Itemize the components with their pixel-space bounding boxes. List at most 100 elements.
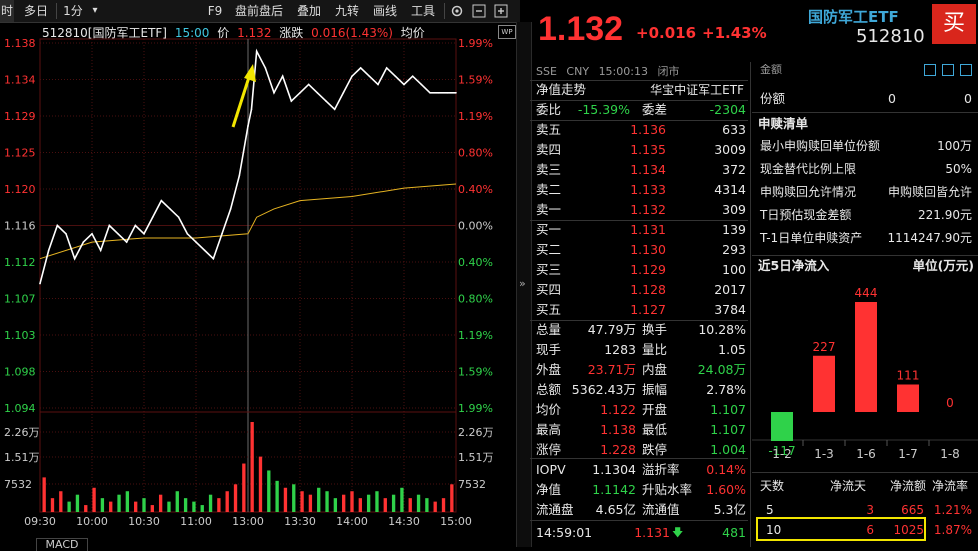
price-point	[351, 75, 353, 77]
inflow-value-label: 227	[813, 340, 836, 354]
stat-value: 5362.43万	[566, 380, 636, 400]
bid-price[interactable]: 1.130	[620, 240, 666, 260]
double-chevron-right-icon[interactable]: »	[519, 277, 526, 290]
stat-value: 47.79万	[566, 320, 636, 340]
toolbar-premarket[interactable]: 盘前盘后	[230, 0, 288, 22]
volume-bar	[409, 498, 412, 512]
chart-toolbar: 时 多日 1分 ▾ F9 盘前盘后 叠加 九转 画线 工具	[0, 0, 520, 23]
indicator-tab-macd[interactable]: MACD	[36, 538, 88, 551]
y-price-tick: 1.125	[4, 147, 36, 160]
toolbar-period-1min[interactable]: 1分	[58, 0, 88, 22]
ask-price[interactable]: 1.134	[620, 160, 666, 180]
nav-trend-tab[interactable]: 净值走势	[536, 80, 586, 100]
fund-info-panel: 金额 份额 0 0 申赎清单 最小申购赎回单位份额 100万现金替代比例上限 5…	[752, 62, 978, 547]
stat-value: 1.228	[566, 440, 636, 460]
stat-value: 24.08万	[680, 360, 746, 380]
ask-volume: 372	[686, 160, 746, 180]
ask-level-label: 卖五	[536, 120, 561, 140]
fund-name: 华宝中证军工ETF	[648, 80, 744, 100]
volume-bar	[334, 498, 337, 512]
bid-price[interactable]: 1.131	[620, 220, 666, 240]
toolbar-tab-time[interactable]: 时	[0, 0, 14, 22]
plus-icon[interactable]	[492, 0, 510, 22]
redeem-row-value: 1114247.90元	[862, 228, 972, 248]
market-info: SSE CNY 15:00:13 闭市	[536, 62, 679, 82]
price-point	[455, 92, 457, 94]
toolbar-f9[interactable]: F9	[202, 0, 228, 22]
y-pct-tick: 0.40%	[458, 256, 493, 269]
price-point	[204, 250, 206, 252]
bid-volume: 100	[686, 260, 746, 280]
ask-price[interactable]: 1.132	[620, 200, 666, 220]
buy-button[interactable]: 买	[932, 4, 976, 44]
toolbar-draw-line[interactable]: 画线	[368, 0, 402, 22]
ask-price[interactable]: 1.135	[620, 140, 666, 160]
price-point	[195, 241, 197, 243]
price-point	[152, 216, 154, 218]
bid-price[interactable]: 1.128	[620, 280, 666, 300]
price-point	[48, 250, 50, 252]
fund-stat-value: 4.65亿	[580, 500, 636, 520]
stat-label: 换手	[642, 320, 667, 340]
toolbar-overlay[interactable]: 叠加	[292, 0, 326, 22]
ask-level-label: 卖三	[536, 160, 561, 180]
fund-stat-value: 1.1142	[580, 480, 636, 500]
bid-price[interactable]: 1.127	[620, 300, 666, 320]
edit-icon-2[interactable]	[942, 64, 954, 76]
chevron-down-icon[interactable]: ▾	[88, 0, 102, 22]
volume-bar	[192, 502, 195, 512]
volume-bar	[367, 495, 370, 512]
intraday-chart[interactable]: 512810[国防军工ETF] 15:00 价 1.132 涨跌 0.016(1…	[0, 22, 496, 547]
volume-bar	[442, 498, 445, 512]
volume-bar	[384, 498, 387, 512]
redeem-row-value: 申购赎回皆允许	[862, 182, 972, 202]
redeem-row-value: 221.90元	[862, 205, 972, 225]
volume-bar	[434, 502, 437, 512]
wp-badge[interactable]: WP	[498, 25, 516, 39]
price-point	[395, 75, 397, 77]
y-pct-tick: 1.19%	[458, 329, 493, 342]
y-pct-tick: 0.80%	[458, 293, 493, 306]
volume-bar	[51, 498, 54, 512]
ask-price[interactable]: 1.133	[620, 180, 666, 200]
price-point	[256, 50, 258, 52]
expand-icon[interactable]	[960, 64, 972, 76]
volume-bar	[350, 491, 353, 512]
price-point	[251, 109, 253, 111]
redeem-list-title: 申赎清单	[758, 114, 808, 134]
inflow-category-label: 1-6	[856, 447, 876, 461]
gear-icon[interactable]	[448, 0, 466, 22]
bid-level-label: 买五	[536, 300, 561, 320]
toolbar-tab-multiday[interactable]: 多日	[18, 0, 54, 22]
bid-price[interactable]: 1.129	[620, 260, 666, 280]
fund-stat-value: 1.1304	[580, 460, 636, 480]
toolbar-nine-turn[interactable]: 九转	[330, 0, 364, 22]
inflow-unit: 单位(万元)	[902, 256, 974, 276]
price-point	[143, 233, 145, 235]
market-status: 闭市	[657, 65, 679, 78]
edit-icon[interactable]	[924, 64, 936, 76]
volume-bar	[126, 491, 129, 512]
currency: CNY	[566, 65, 589, 78]
bid-volume: 293	[686, 240, 746, 260]
fund-stat-value: 0.14%	[696, 460, 746, 480]
minus-icon[interactable]	[470, 0, 488, 22]
price-point	[447, 92, 449, 94]
inflow-category-label: 1-8	[940, 447, 960, 461]
fund-stat-label: IOPV	[536, 460, 566, 480]
stat-label: 最高	[536, 420, 561, 440]
stat-value: 10.28%	[680, 320, 746, 340]
x-tick: 13:00	[232, 515, 264, 528]
volume-bar	[117, 495, 120, 512]
ask-price[interactable]: 1.136	[620, 120, 666, 140]
fund-stat-label: 净值	[536, 480, 561, 500]
volume-bar	[92, 488, 95, 512]
price-point	[57, 225, 59, 227]
ask-volume: 3009	[686, 140, 746, 160]
stat-label: 均价	[536, 400, 561, 420]
volume-bar	[67, 502, 70, 512]
price-point	[299, 92, 301, 94]
ask-volume: 633	[686, 120, 746, 140]
toolbar-tools[interactable]: 工具	[406, 0, 440, 22]
arrow-down-icon: 🡇	[672, 523, 683, 543]
